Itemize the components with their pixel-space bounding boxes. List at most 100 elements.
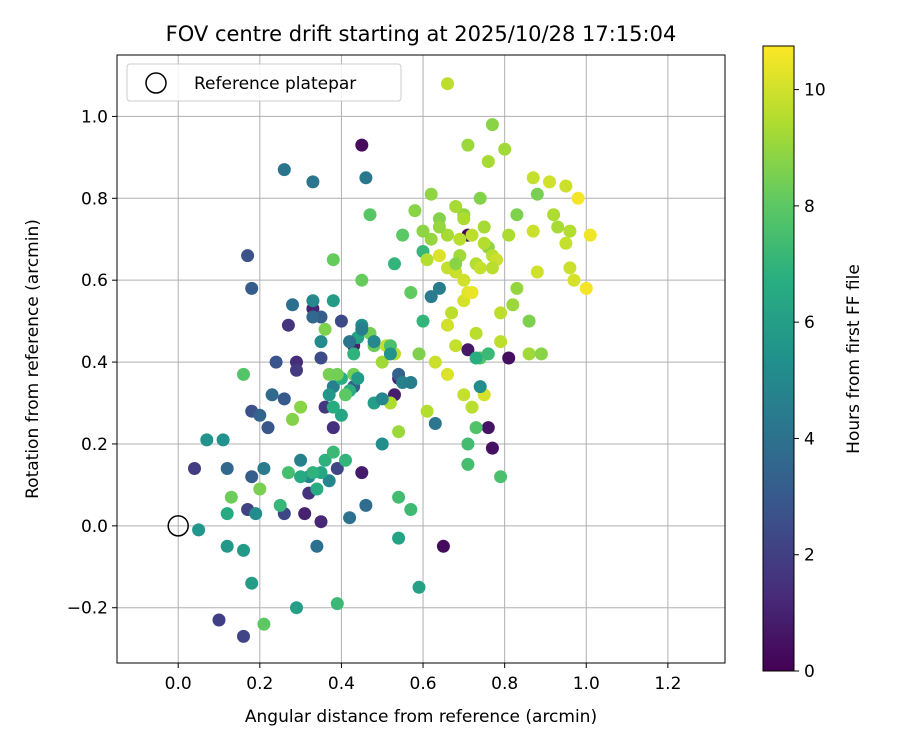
data-point <box>428 417 442 430</box>
data-point <box>428 355 442 369</box>
data-point <box>559 179 573 193</box>
data-point <box>326 253 340 267</box>
data-point <box>314 515 328 529</box>
data-point <box>330 367 344 381</box>
colorbar-tick-label: 8 <box>804 197 815 217</box>
y-tick-label: 0.4 <box>81 353 108 373</box>
legend-marker-icon <box>145 72 167 94</box>
data-point <box>359 171 373 185</box>
x-axis-label: Angular distance from reference (arcmin) <box>245 707 597 727</box>
colorbar <box>762 45 795 672</box>
data-point <box>306 175 320 189</box>
data-point <box>326 445 340 459</box>
x-tick-label: 0.4 <box>328 674 355 694</box>
colorbar-tick-label: 10 <box>804 81 826 101</box>
data-point <box>294 453 308 467</box>
x-tick-label: 0.0 <box>165 674 192 694</box>
legend-box <box>126 63 402 102</box>
data-point <box>441 367 454 381</box>
data-point <box>424 232 438 246</box>
data-point <box>343 511 357 525</box>
x-tick-label: 0.8 <box>491 674 518 694</box>
data-point <box>408 204 422 218</box>
data-point <box>249 507 263 521</box>
data-point <box>510 208 524 222</box>
data-point <box>347 347 361 361</box>
data-point <box>306 294 320 308</box>
data-point <box>457 388 471 402</box>
data-point <box>330 462 344 475</box>
data-point <box>465 228 479 242</box>
data-point <box>412 580 426 594</box>
data-point <box>485 261 499 275</box>
data-point <box>322 474 336 488</box>
data-point <box>485 118 499 132</box>
data-point <box>253 482 267 496</box>
data-point <box>461 457 475 471</box>
data-point <box>310 539 324 553</box>
legend: Reference platepar <box>126 63 402 102</box>
data-point <box>388 257 401 271</box>
data-point <box>445 306 459 320</box>
data-point <box>318 453 332 467</box>
colorbar-tick-label: 0 <box>804 662 815 682</box>
data-point <box>314 335 328 349</box>
data-point <box>237 629 250 643</box>
data-point <box>330 597 344 611</box>
data-point <box>343 335 357 349</box>
y-axis-label: Rotation from reference (arcmin) <box>23 219 43 499</box>
data-point <box>245 281 259 295</box>
data-point <box>257 617 271 631</box>
data-point <box>277 163 291 177</box>
data-point <box>294 470 308 484</box>
data-point <box>273 498 287 512</box>
data-point <box>441 77 454 91</box>
data-point <box>375 355 389 369</box>
data-point <box>579 281 593 295</box>
data-point <box>237 367 250 381</box>
data-point <box>220 507 234 521</box>
data-point <box>241 249 255 263</box>
data-point <box>392 490 406 504</box>
data-point <box>224 490 238 504</box>
reference-platepar-marker <box>167 515 189 537</box>
x-tick-label: 0.6 <box>410 674 437 694</box>
data-point <box>412 347 426 361</box>
data-point <box>449 339 463 353</box>
data-point <box>375 392 389 406</box>
data-point <box>306 466 320 480</box>
data-point <box>543 175 556 189</box>
data-point <box>322 388 336 402</box>
data-point <box>420 253 434 267</box>
data-point <box>314 351 328 365</box>
data-point <box>290 363 303 377</box>
data-point <box>498 142 512 156</box>
data-point <box>473 191 487 205</box>
data-point <box>449 257 463 271</box>
y-tick-label: 0.6 <box>81 271 108 291</box>
data-point <box>294 400 308 414</box>
data-point <box>534 347 548 361</box>
data-point <box>334 314 348 328</box>
data-point <box>461 138 475 152</box>
data-point <box>281 318 295 332</box>
data-point <box>355 138 369 152</box>
data-point <box>432 281 446 295</box>
data-point <box>563 261 577 275</box>
data-point <box>453 232 467 246</box>
data-point <box>547 208 561 222</box>
data-point <box>559 236 573 250</box>
data-point <box>290 601 303 615</box>
data-point <box>359 498 373 512</box>
data-point <box>469 421 483 435</box>
colorbar-ticks: 0 2 4 6 8 10 <box>794 81 826 682</box>
data-point <box>245 576 259 590</box>
data-point <box>432 249 446 263</box>
data-point <box>461 437 475 451</box>
data-point <box>465 286 479 299</box>
data-point <box>502 228 516 242</box>
data-point <box>326 400 340 414</box>
data-point <box>494 335 508 349</box>
data-point <box>526 171 540 185</box>
